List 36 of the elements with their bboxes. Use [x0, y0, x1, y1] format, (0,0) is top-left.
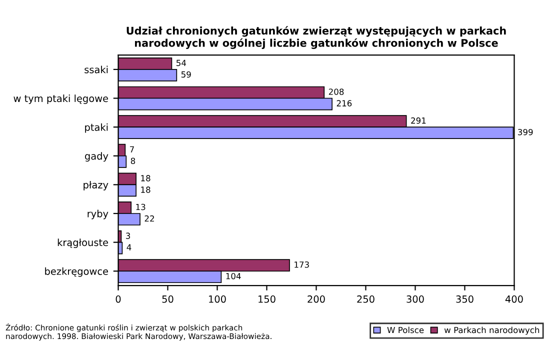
x-tick-label: 200 — [308, 295, 325, 303]
data-label: 8 — [130, 158, 136, 164]
x-tick-label: 150 — [258, 295, 276, 303]
data-label: 13 — [136, 204, 146, 210]
legend-label: W Polsce — [387, 326, 424, 334]
data-label: 399 — [518, 128, 533, 136]
x-tick-label: 350 — [456, 295, 474, 303]
y-tick-label: płazy — [84, 180, 108, 190]
data-label: 22 — [144, 215, 154, 222]
x-tick-label: 50 — [162, 295, 174, 303]
x-tick-label: 400 — [505, 295, 523, 303]
y-tick-label: ryby — [88, 210, 108, 220]
data-label: 59 — [181, 71, 191, 78]
x-tick-label: 250 — [357, 295, 374, 303]
legend-label: w Parkach narodowych — [444, 326, 540, 335]
y-tick-label: gady — [85, 152, 108, 162]
data-label: 208 — [328, 88, 344, 95]
y-tick-label: krągłouste — [58, 238, 108, 248]
x-tick-label: 0 — [116, 295, 121, 303]
data-label: 7 — [130, 146, 134, 152]
y-tick-label: ptaki — [85, 123, 108, 133]
data-label: 291 — [411, 117, 426, 124]
data-label: 4 — [126, 244, 132, 250]
data-label: 18 — [141, 186, 150, 193]
chart-title: Udział chronionych gatunków zwierząt występujących w parkach narodowych w ogólnej liczbie gatunków chronionych w Polsce — [126, 26, 506, 49]
x-tick-label: 300 — [406, 295, 424, 303]
data-label: 216 — [336, 100, 352, 106]
data-label: 54 — [176, 60, 186, 66]
data-label: 18 — [141, 175, 150, 182]
data-label: 104 — [226, 272, 241, 280]
y-tick-label: bezkręgowce — [45, 267, 108, 277]
x-tick-label: 100 — [209, 295, 226, 303]
y-tick-label: w tym ptaki lęgowe — [14, 94, 108, 104]
data-label: 3 — [126, 232, 130, 239]
y-tick-label: ssaki — [84, 66, 108, 74]
data-label: 173 — [294, 261, 309, 268]
